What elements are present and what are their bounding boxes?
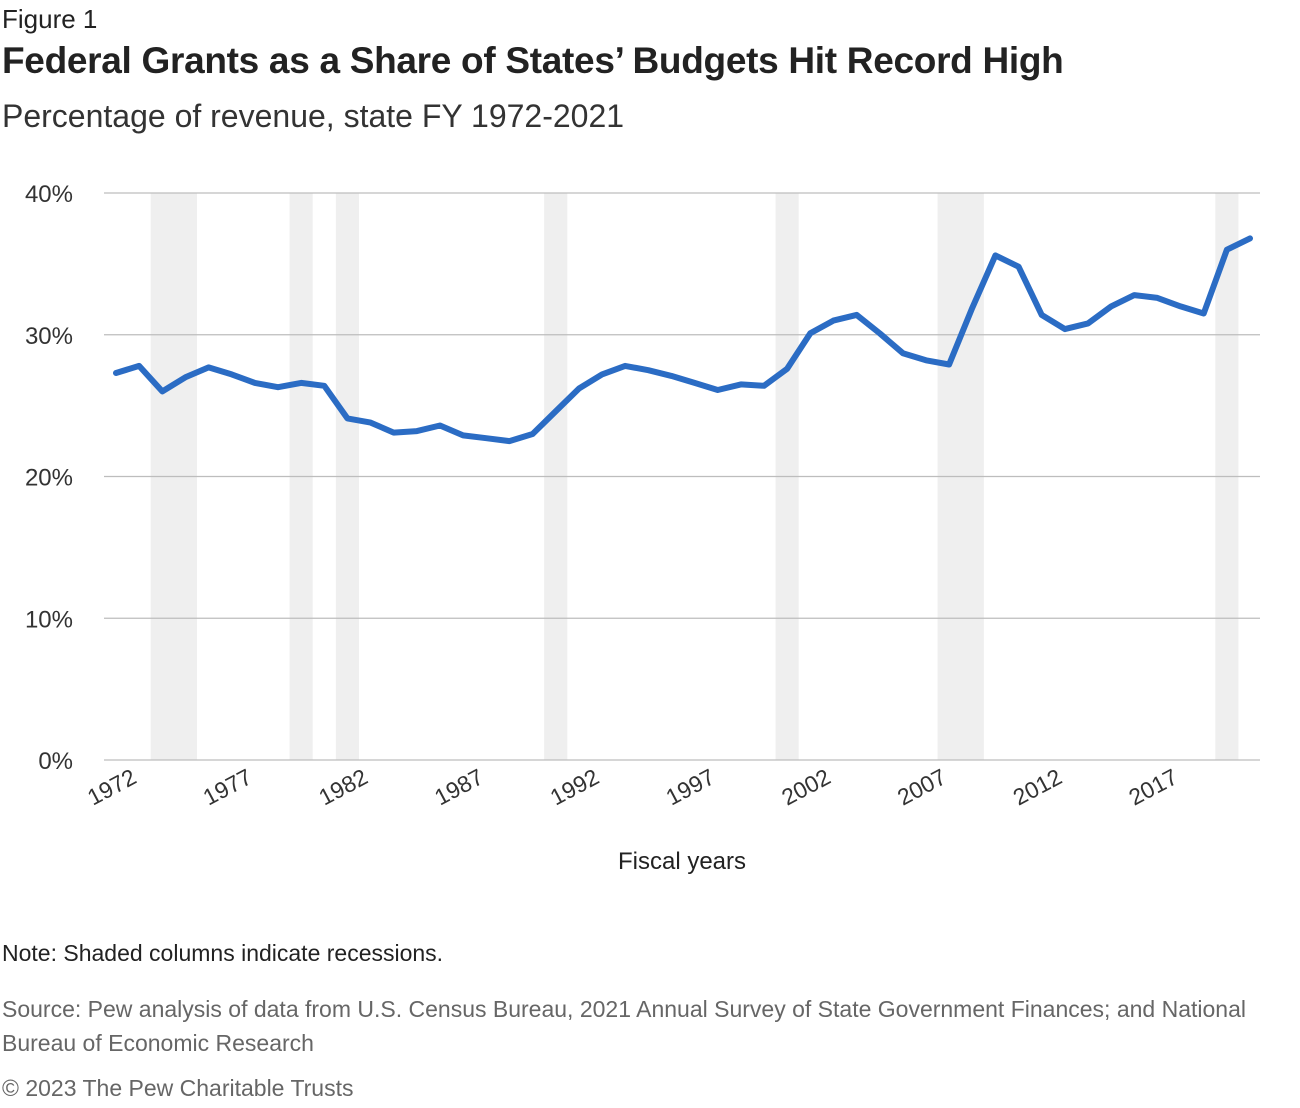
chart-source: Source: Pew analysis of data from U.S. C… (2, 996, 1246, 1056)
y-tick-label: 0% (38, 748, 73, 775)
x-tick-label: 2002 (777, 763, 834, 810)
x-tick-label: 2017 (1124, 763, 1181, 810)
figure-label: Figure 1 (2, 4, 98, 34)
x-tick-label: 1992 (546, 763, 603, 810)
x-tick-label: 2007 (893, 763, 950, 810)
chart-title: Federal Grants as a Share of States’ Bud… (2, 40, 1064, 81)
x-tick-label: 1977 (199, 763, 256, 810)
x-axis-label: Fiscal years (618, 848, 746, 875)
y-tick-label: 40% (25, 181, 73, 208)
chart-subtitle: Percentage of revenue, state FY 1972-202… (2, 98, 625, 134)
x-tick-label: 1972 (83, 763, 140, 810)
y-tick-label: 10% (25, 606, 73, 633)
copyright: © 2023 The Pew Charitable Trusts (2, 1075, 354, 1101)
series-line (113, 235, 1253, 445)
y-tick-label: 30% (25, 323, 73, 350)
x-tick-label: 1982 (314, 763, 371, 810)
x-tick-label: 1997 (662, 763, 719, 810)
chart-note: Note: Shaded columns indicate recessions… (2, 940, 444, 966)
y-tick-label: 20% (25, 465, 73, 492)
line-chart: 0% 10% 20% 30% 40% 1972 1977 1982 1987 1992 1997 20… (25, 181, 1260, 875)
x-tick-label: 2012 (1009, 763, 1066, 810)
x-tick-label: 1987 (430, 763, 487, 810)
